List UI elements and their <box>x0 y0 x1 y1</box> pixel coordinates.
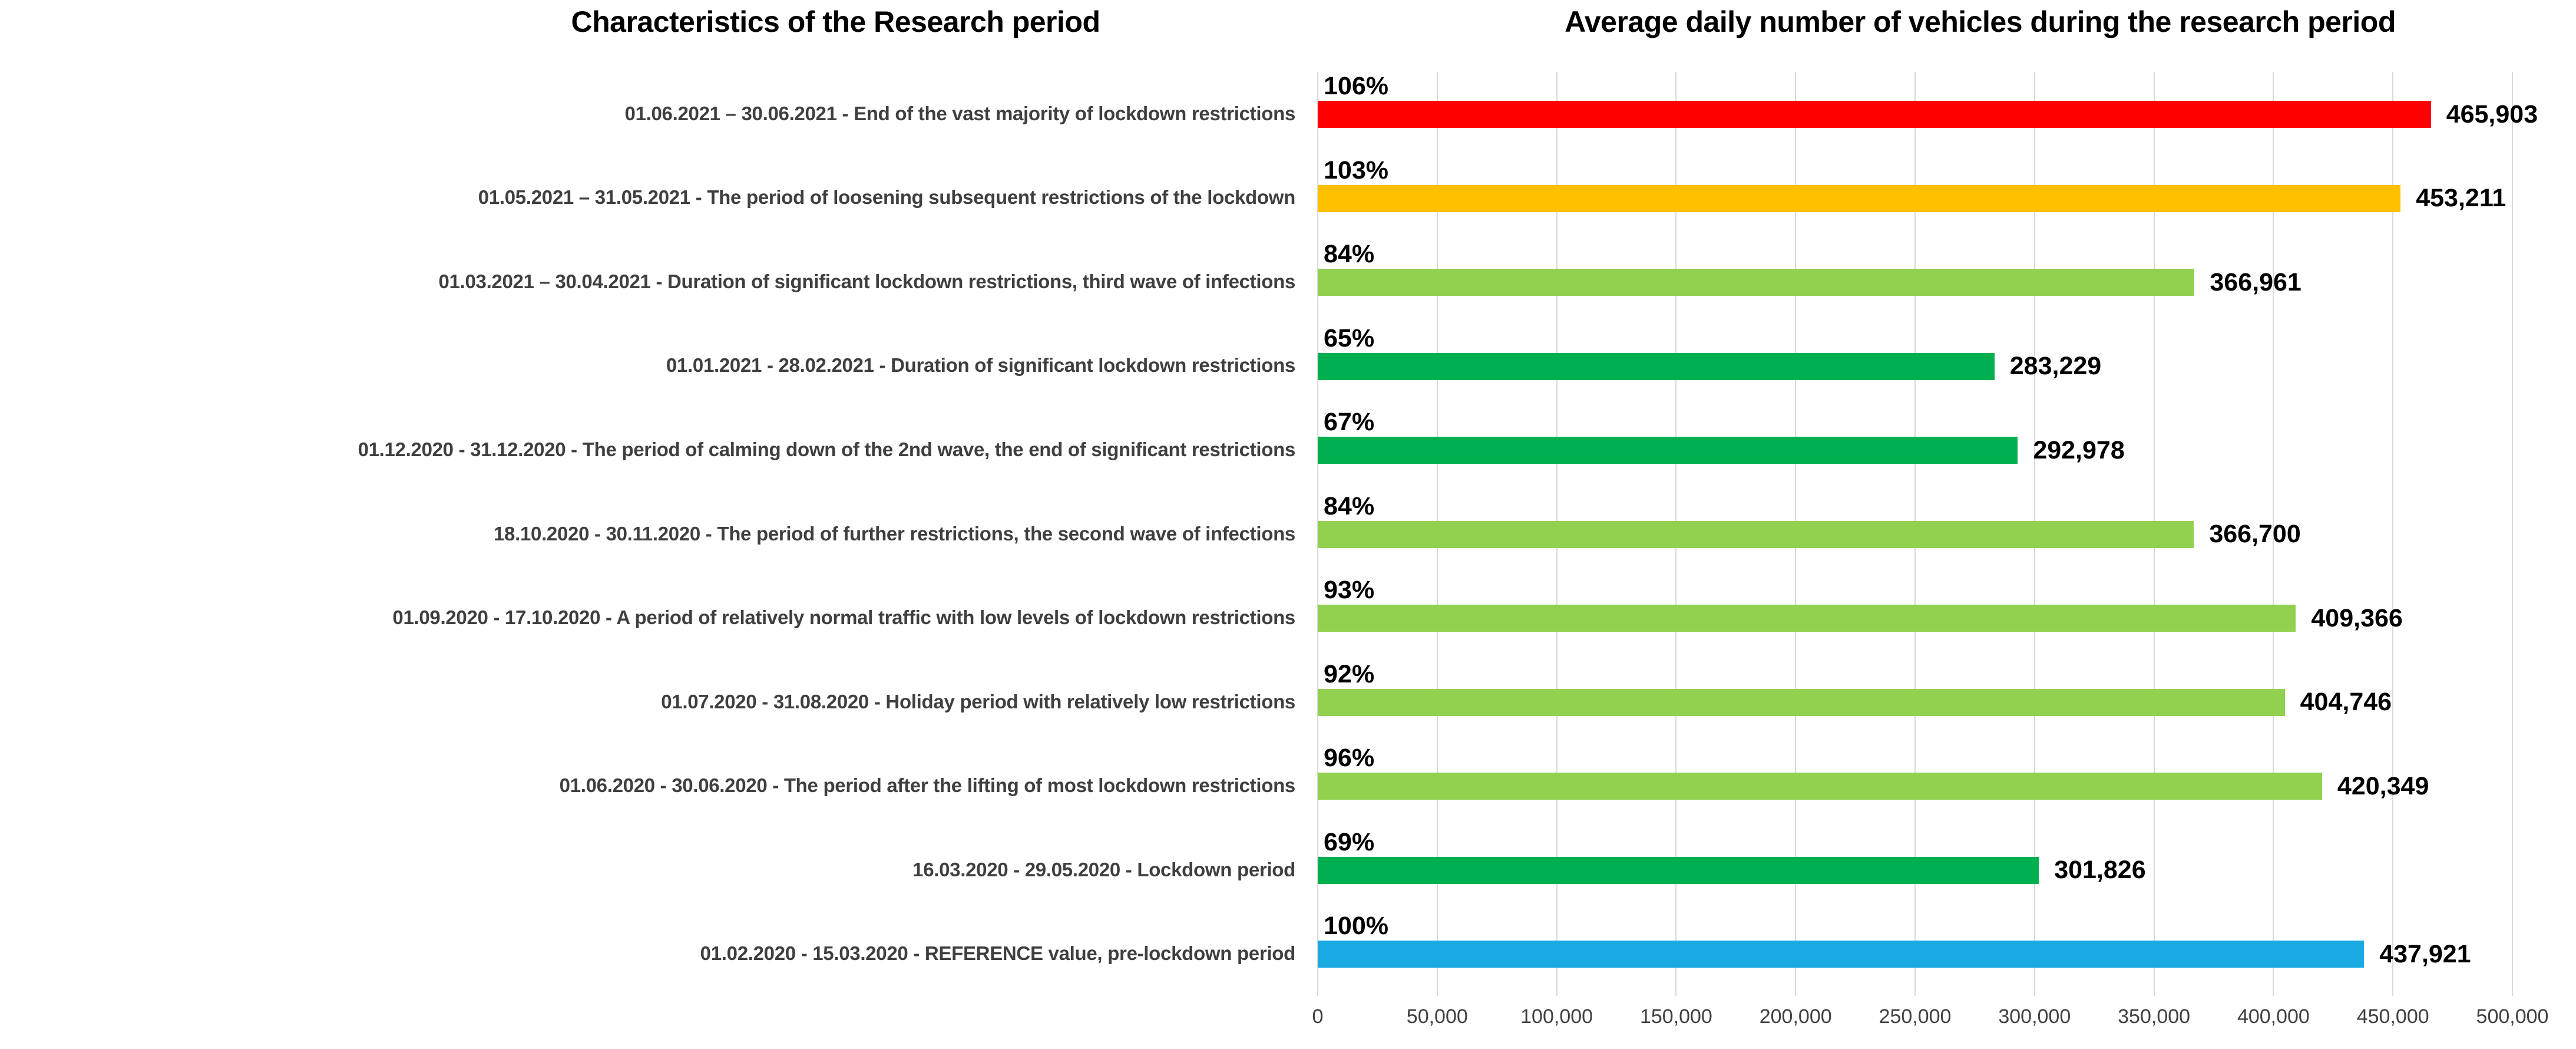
bar-area: 84% 366,700 <box>1318 492 2512 576</box>
percent-label: 67% <box>1324 408 1375 437</box>
category-label: 16.03.2020 - 29.05.2020 - Lockdown perio… <box>912 858 1295 880</box>
x-tick-label: 250,000 <box>1879 1005 1952 1028</box>
category-label-cell: 01.06.2020 - 30.06.2020 - The period aft… <box>0 744 1318 828</box>
chart-row: 01.02.2020 - 15.03.2020 - REFERENCE valu… <box>0 912 2576 996</box>
chart-row: 01.06.2020 - 30.06.2020 - The period aft… <box>0 744 2576 828</box>
bar-area: 96% 420,349 <box>1318 744 2512 828</box>
gridline <box>2392 72 2394 996</box>
right-chart-title: Average daily number of vehicles during … <box>1565 5 2396 38</box>
category-label: 01.05.2021 – 31.05.2021 - The period of … <box>478 186 1296 209</box>
percent-label: 65% <box>1324 324 1375 352</box>
chart-row: 01.09.2020 - 17.10.2020 - A period of re… <box>0 576 2576 660</box>
category-label-cell: 01.01.2021 - 28.02.2021 - Duration of si… <box>0 324 1318 408</box>
left-chart-title: Characteristics of the Research period <box>571 5 1101 38</box>
bar <box>1318 352 1995 380</box>
chart-row: 01.12.2020 - 31.12.2020 - The period of … <box>0 408 2576 492</box>
chart-row: 01.05.2021 – 31.05.2021 - The period of … <box>0 156 2576 240</box>
chart-row: 01.06.2021 – 30.06.2021 - End of the vas… <box>0 72 2576 156</box>
x-tick-label: 450,000 <box>2356 1005 2429 1028</box>
x-tick-label: 400,000 <box>2237 1005 2310 1028</box>
value-label: 453,211 <box>2416 184 2506 213</box>
x-tick-label: 300,000 <box>1998 1005 2071 1028</box>
percent-label: 69% <box>1324 827 1375 856</box>
category-label: 18.10.2020 - 30.11.2020 - The period of … <box>493 522 1295 545</box>
category-label-cell: 01.07.2020 - 31.08.2020 - Holiday period… <box>0 660 1318 744</box>
category-label-cell: 01.05.2021 – 31.05.2021 - The period of … <box>0 156 1318 240</box>
category-label: 01.06.2021 – 30.06.2021 - End of the vas… <box>624 102 1296 124</box>
chart-row: 18.10.2020 - 30.11.2020 - The period of … <box>0 492 2576 576</box>
category-label: 01.06.2020 - 30.06.2020 - The period aft… <box>559 774 1296 797</box>
value-label: 366,700 <box>2209 520 2301 549</box>
chart-rows: 01.06.2021 – 30.06.2021 - End of the vas… <box>0 72 2576 996</box>
category-label: 01.07.2020 - 31.08.2020 - Holiday period… <box>661 690 1295 712</box>
x-tick-label: 100,000 <box>1520 1005 1593 1028</box>
category-label-cell: 01.12.2020 - 31.12.2020 - The period of … <box>0 408 1318 492</box>
category-label-cell: 01.03.2021 – 30.04.2021 - Duration of si… <box>0 240 1318 324</box>
bar <box>1318 437 2018 464</box>
percent-label: 96% <box>1324 744 1375 773</box>
bar <box>1318 605 2296 632</box>
percent-label: 84% <box>1324 491 1375 520</box>
bar-area: 106% 465,903 <box>1318 72 2538 156</box>
chart-row: 16.03.2020 - 29.05.2020 - Lockdown perio… <box>0 828 2576 912</box>
value-label: 301,826 <box>2054 856 2146 885</box>
category-label-cell: 16.03.2020 - 29.05.2020 - Lockdown perio… <box>0 828 1318 912</box>
percent-label: 93% <box>1324 576 1375 605</box>
value-label: 409,366 <box>2311 603 2403 632</box>
bar <box>1318 688 2285 716</box>
bar-area: 69% 301,826 <box>1318 828 2512 912</box>
x-axis: 0 50,000 100,000 150,000 200,000 250,000 300,0… <box>1312 1005 2549 1041</box>
percent-label: 106% <box>1324 72 1388 100</box>
bar <box>1318 520 2194 548</box>
category-label: 01.01.2021 - 28.02.2021 - Duration of si… <box>666 354 1295 377</box>
bar-area: 92% 404,746 <box>1318 660 2512 744</box>
gridline <box>2512 72 2513 996</box>
x-tick-label: 0 <box>1312 1005 1324 1028</box>
value-label: 292,978 <box>2033 436 2125 464</box>
value-label: 283,229 <box>2009 352 2102 381</box>
bar <box>1318 101 2431 128</box>
percent-label: 84% <box>1324 240 1375 269</box>
bar-area: 103% 453,211 <box>1318 156 2512 240</box>
category-label: 01.02.2020 - 15.03.2020 - REFERENCE valu… <box>700 942 1296 965</box>
percent-label: 103% <box>1324 156 1388 184</box>
chart-row: 01.03.2021 – 30.04.2021 - Duration of si… <box>0 240 2576 324</box>
category-label: 01.12.2020 - 31.12.2020 - The period of … <box>358 438 1296 461</box>
category-label-cell: 18.10.2020 - 30.11.2020 - The period of … <box>0 492 1318 576</box>
chart-row: 01.07.2020 - 31.08.2020 - Holiday period… <box>0 660 2576 744</box>
bar-area: 93% 409,366 <box>1318 576 2512 660</box>
bar <box>1318 184 2401 212</box>
bar <box>1318 269 2195 296</box>
category-label-cell: 01.02.2020 - 15.03.2020 - REFERENCE valu… <box>0 912 1318 996</box>
value-label: 465,903 <box>2446 100 2538 128</box>
gridline <box>2273 72 2274 996</box>
bar-area: 67% 292,978 <box>1318 408 2512 492</box>
bar-area: 65% 283,229 <box>1318 324 2512 408</box>
x-tick-label: 500,000 <box>2476 1005 2549 1028</box>
category-label: 01.09.2020 - 17.10.2020 - A period of re… <box>392 606 1295 629</box>
bar <box>1318 941 2365 968</box>
bar <box>1318 856 2039 884</box>
percent-label: 92% <box>1324 659 1375 688</box>
value-label: 404,746 <box>2300 688 2392 717</box>
percent-label: 100% <box>1324 912 1388 941</box>
bar <box>1318 773 2322 800</box>
x-tick-label: 200,000 <box>1759 1005 1832 1028</box>
category-label: 01.03.2021 – 30.04.2021 - Duration of si… <box>438 270 1295 292</box>
value-label: 437,921 <box>2379 939 2471 968</box>
bar-area: 84% 366,961 <box>1318 240 2512 324</box>
category-label-cell: 01.09.2020 - 17.10.2020 - A period of re… <box>0 576 1318 660</box>
x-tick-label: 150,000 <box>1639 1005 1712 1028</box>
x-tick-label: 50,000 <box>1406 1005 1468 1028</box>
x-tick-label: 350,000 <box>2118 1005 2191 1028</box>
chart-row: 01.01.2021 - 28.02.2021 - Duration of si… <box>0 324 2576 408</box>
bar-area: 100% 437,921 <box>1318 912 2512 996</box>
value-label: 366,961 <box>2210 268 2301 296</box>
value-label: 420,349 <box>2337 771 2429 800</box>
category-label-cell: 01.06.2021 – 30.06.2021 - End of the vas… <box>0 72 1318 156</box>
